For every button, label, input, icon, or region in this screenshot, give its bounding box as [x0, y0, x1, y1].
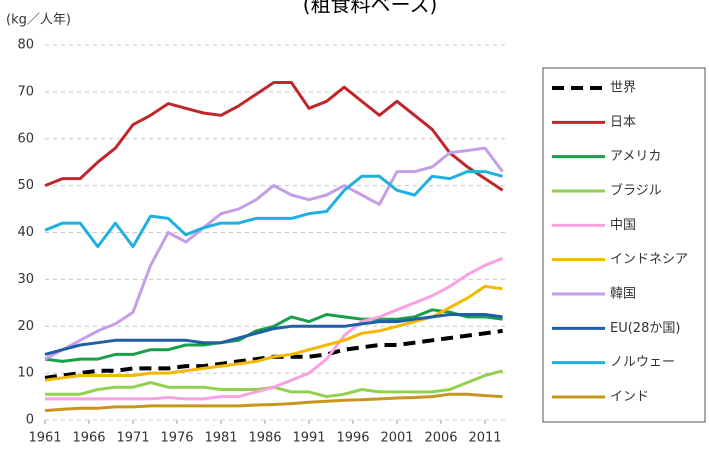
series-line: [44, 392, 503, 413]
x-tick-label: 1966: [72, 431, 105, 446]
legend-label: 中国: [610, 218, 636, 233]
x-tick-label: 1986: [248, 431, 281, 446]
x-tick-label: 2006: [424, 431, 457, 446]
x-tick-label: 1996: [336, 431, 369, 446]
series-line: [44, 146, 504, 361]
x-tick-label: 1976: [160, 431, 193, 446]
y-tick-label: 60: [17, 131, 34, 146]
x-tick-label: 1991: [292, 431, 325, 446]
y-tick-label: 10: [17, 366, 34, 381]
y-tick-label: 70: [17, 84, 34, 99]
legend-label: インドネシア: [610, 252, 688, 267]
x-tick-label: 1961: [28, 431, 61, 446]
series-line: [44, 313, 503, 356]
legend-label: インド: [610, 390, 649, 405]
y-tick-label: 40: [17, 225, 34, 240]
series-line: [44, 284, 503, 382]
legend-label: ブラジル: [610, 183, 662, 199]
series-line: [44, 170, 503, 249]
y-tick-label: 50: [17, 178, 34, 193]
y-tick-label: 80: [17, 38, 34, 53]
y-axis-label: (kg／人年): [6, 13, 71, 28]
legend-label: ノルウェー: [610, 355, 675, 370]
series-line: [44, 308, 503, 363]
legend-label: アメリカ: [610, 149, 661, 164]
y-tick-label: 20: [17, 319, 34, 334]
series-line: [44, 81, 504, 192]
x-tick-label: 2001: [380, 431, 413, 446]
legend-label: EU(28か国): [610, 321, 680, 336]
series-line: [45, 256, 504, 401]
x-tick-label: 2011: [468, 431, 501, 446]
legend-label: 韓国: [610, 287, 636, 302]
legend-label: 日本: [610, 115, 636, 130]
x-tick-label: 1981: [204, 431, 237, 446]
x-tick-label: 1971: [116, 431, 149, 446]
chart-title: (粗食料ベース): [303, 0, 438, 17]
y-tick-label: 0: [26, 413, 34, 428]
legend-label: 世界: [610, 81, 636, 96]
y-tick-label: 30: [17, 272, 34, 287]
